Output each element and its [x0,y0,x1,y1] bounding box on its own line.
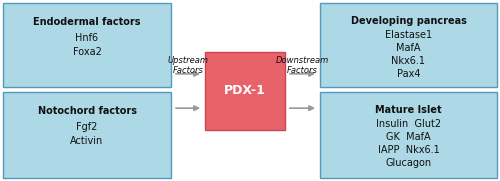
Text: Glucagon: Glucagon [386,158,432,168]
Text: Elastase1: Elastase1 [385,30,432,40]
Text: Hnf6: Hnf6 [76,33,98,43]
Text: Developing pancreas: Developing pancreas [350,16,467,26]
Text: GK  MafA: GK MafA [386,132,431,142]
Bar [205,52,285,130]
Bar [3,92,171,178]
Text: Mature Islet: Mature Islet [375,105,442,115]
Bar [320,92,497,178]
Text: MafA: MafA [396,43,421,53]
Text: PDX-1: PDX-1 [224,85,266,98]
Text: Nkx6.1: Nkx6.1 [392,56,426,66]
Text: Insulin  Glut2: Insulin Glut2 [376,119,441,129]
Text: Endodermal factors: Endodermal factors [33,17,141,27]
Text: Downstream
Factors: Downstream Factors [276,56,329,75]
Text: IAPP  Nkx6.1: IAPP Nkx6.1 [378,145,440,155]
Bar [320,3,497,87]
Bar [3,3,171,87]
Text: Fgf2: Fgf2 [76,122,98,132]
Text: Foxa2: Foxa2 [72,47,102,57]
Text: Activin: Activin [70,136,104,146]
Text: Notochord factors: Notochord factors [38,106,136,116]
Text: Pax4: Pax4 [397,69,420,79]
Text: Upstream
Factors: Upstream Factors [168,56,208,75]
